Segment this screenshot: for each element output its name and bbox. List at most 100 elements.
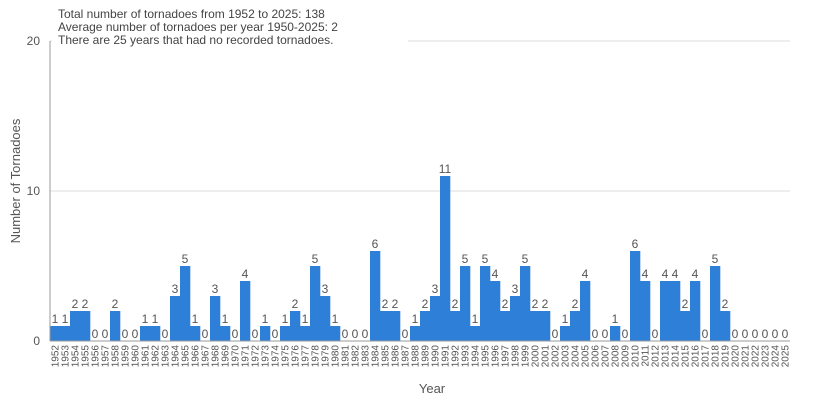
data-label-2025: 0 bbox=[782, 327, 789, 341]
data-label-1996: 4 bbox=[492, 267, 499, 281]
data-label-1987: 0 bbox=[402, 327, 409, 341]
y-tick-labels: 0 10 20 bbox=[27, 34, 41, 348]
data-label-2018: 5 bbox=[712, 252, 719, 266]
x-tick-label-1980: 1980 bbox=[331, 345, 342, 368]
data-label-1979: 3 bbox=[322, 282, 329, 296]
data-label-1956: 0 bbox=[92, 327, 99, 341]
x-tick-label-2020: 2020 bbox=[731, 345, 742, 368]
data-label-2013: 4 bbox=[662, 267, 669, 281]
data-label-1955: 2 bbox=[82, 297, 89, 311]
x-tick-label-2010: 2010 bbox=[631, 345, 642, 368]
x-tick-label-1993: 1993 bbox=[461, 345, 472, 368]
bar-1969 bbox=[220, 326, 231, 341]
x-tick-label-2006: 2006 bbox=[591, 345, 602, 368]
data-label-2022: 0 bbox=[752, 327, 759, 341]
x-tick-label-1960: 1960 bbox=[131, 345, 142, 368]
data-label-2004: 2 bbox=[572, 297, 579, 311]
x-tick-label-1982: 1982 bbox=[351, 345, 362, 368]
x-tick-label-1952: 1952 bbox=[51, 345, 62, 368]
data-label-1967: 0 bbox=[202, 327, 209, 341]
bars bbox=[50, 176, 731, 341]
bar-1965 bbox=[180, 266, 191, 341]
x-tick-label-1956: 1956 bbox=[91, 345, 102, 368]
bar-1997 bbox=[500, 311, 511, 341]
x-tick-label-2011: 2011 bbox=[641, 345, 652, 367]
x-tick-label-1979: 1979 bbox=[321, 345, 332, 368]
data-label-1997: 2 bbox=[502, 297, 509, 311]
x-tick-label-2012: 2012 bbox=[651, 345, 662, 368]
x-tick-label-2021: 2021 bbox=[741, 345, 752, 368]
x-tick-label-2007: 2007 bbox=[601, 345, 612, 368]
x-tick-label-2016: 2016 bbox=[691, 345, 702, 368]
bar-1993 bbox=[460, 266, 471, 341]
bar-1976 bbox=[290, 311, 301, 341]
bar-1978 bbox=[310, 266, 321, 341]
bar-2011 bbox=[640, 281, 651, 341]
x-tick-label-1987: 1987 bbox=[401, 345, 412, 368]
data-label-1957: 0 bbox=[102, 327, 109, 341]
x-tick-label-1998: 1998 bbox=[511, 345, 522, 368]
data-label-2012: 0 bbox=[652, 327, 659, 341]
bar-2018 bbox=[710, 266, 721, 341]
data-label-1998: 3 bbox=[512, 282, 519, 296]
data-label-2006: 0 bbox=[592, 327, 599, 341]
data-label-1972: 0 bbox=[252, 327, 259, 341]
bar-1973 bbox=[260, 326, 271, 341]
x-tick-label-2013: 2013 bbox=[661, 345, 672, 368]
x-tick-label-1954: 1954 bbox=[71, 345, 82, 368]
x-tick-label-1977: 1977 bbox=[301, 345, 312, 368]
x-tick-label-1966: 1966 bbox=[191, 345, 202, 368]
x-tick-label-1959: 1959 bbox=[121, 345, 132, 368]
x-tick-label-1999: 1999 bbox=[521, 345, 532, 368]
bar-1994 bbox=[470, 326, 481, 341]
data-label-2021: 0 bbox=[742, 327, 749, 341]
bar-2013 bbox=[660, 281, 671, 341]
bar-1961 bbox=[140, 326, 151, 341]
bar-2000 bbox=[530, 311, 541, 341]
bar-1954 bbox=[70, 311, 81, 341]
x-tick-label-1989: 1989 bbox=[421, 345, 432, 368]
bar-1998 bbox=[510, 296, 521, 341]
x-tick-labels: 1952 1953 1954 1955 1956 1957 1958 1959 1960 1961… bbox=[51, 345, 792, 368]
data-label-1983: 0 bbox=[362, 327, 369, 341]
data-label-1990: 3 bbox=[432, 282, 439, 296]
data-label-1995: 5 bbox=[482, 252, 489, 266]
bar-1977 bbox=[300, 326, 311, 341]
data-label-2014: 4 bbox=[672, 267, 679, 281]
data-label-1986: 2 bbox=[392, 297, 399, 311]
x-tick-label-1964: 1964 bbox=[171, 345, 182, 368]
x-tick-label-1958: 1958 bbox=[111, 345, 122, 368]
data-label-1969: 1 bbox=[222, 312, 229, 326]
x-tick-label-1983: 1983 bbox=[361, 345, 372, 368]
x-tick-label-1990: 1990 bbox=[431, 345, 442, 368]
data-label-1982: 0 bbox=[352, 327, 359, 341]
data-label-1954: 2 bbox=[72, 297, 79, 311]
x-tick-label-1953: 1953 bbox=[61, 345, 72, 368]
x-tick-label-2004: 2004 bbox=[571, 345, 582, 368]
x-tick-label-1974: 1974 bbox=[271, 345, 282, 368]
x-tick-label-1971: 1971 bbox=[241, 345, 252, 368]
data-label-1984: 6 bbox=[372, 237, 379, 251]
x-tick-label-2003: 2003 bbox=[561, 345, 572, 368]
data-label-1976: 2 bbox=[292, 297, 299, 311]
bar-1996 bbox=[490, 281, 501, 341]
data-label-1973: 1 bbox=[262, 312, 269, 326]
x-tick-label-1955: 1955 bbox=[81, 345, 92, 368]
x-tick-label-2017: 2017 bbox=[701, 345, 712, 368]
x-tick-label-2023: 2023 bbox=[761, 345, 772, 368]
data-label-1959: 0 bbox=[122, 327, 129, 341]
data-label-1978: 5 bbox=[312, 252, 319, 266]
data-label-1974: 0 bbox=[272, 327, 279, 341]
x-tick-label-2001: 2001 bbox=[541, 345, 552, 368]
data-label-1958: 2 bbox=[112, 297, 119, 311]
bar-1955 bbox=[80, 311, 91, 341]
x-axis-title: Year bbox=[419, 381, 446, 396]
bar-2003 bbox=[560, 326, 571, 341]
bar-2008 bbox=[610, 326, 621, 341]
y-tick-label: 20 bbox=[27, 34, 41, 48]
bar-2001 bbox=[540, 311, 551, 341]
bar-1984 bbox=[370, 251, 381, 341]
data-label-1985: 2 bbox=[382, 297, 389, 311]
x-tick-label-1992: 1992 bbox=[451, 345, 462, 368]
